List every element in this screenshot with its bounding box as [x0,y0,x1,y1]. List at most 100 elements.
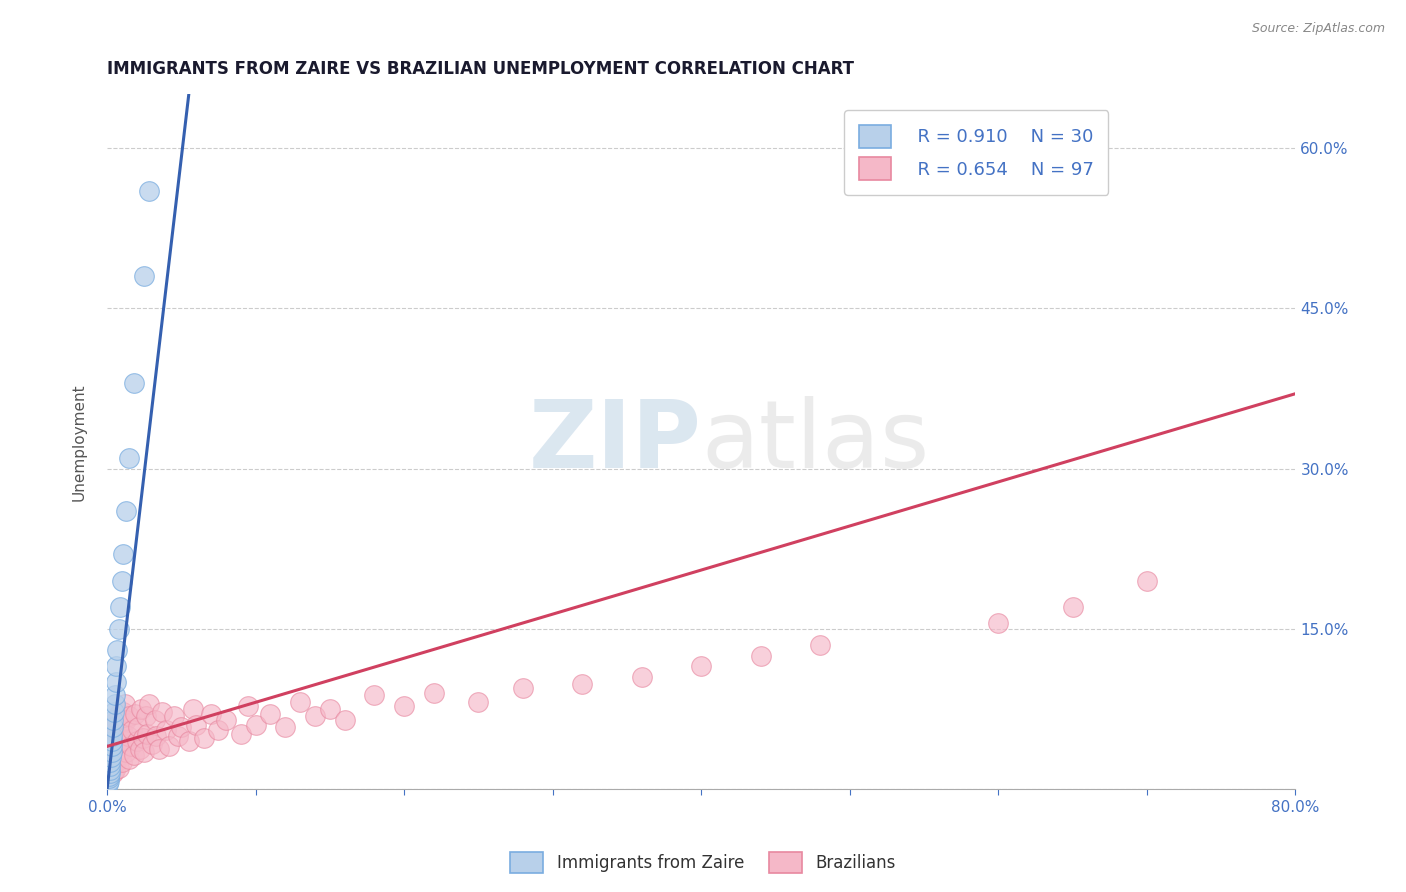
Point [118,752,141,766]
Point [100,745,122,759]
Point [98,763,121,777]
Point [138,184,160,198]
Legend: Immigrants from Zaire, Brazilians: Immigrants from Zaire, Brazilians [503,846,903,880]
Point [115,504,138,518]
Point [107,643,129,657]
Point [98,737,121,751]
Point [181,702,204,716]
Point [122,376,145,390]
Point [141,737,163,751]
Point [150,705,173,719]
Point [987,616,1010,631]
Point [104,756,127,770]
Point [108,707,131,722]
Point [155,723,177,738]
Point [245,718,267,732]
Point [98,758,121,772]
Point [128,741,150,756]
Point [134,745,156,759]
Point [333,713,356,727]
Point [103,763,125,777]
Point [170,720,193,734]
Point [1062,600,1084,615]
Point [111,723,134,738]
Point [97,777,120,791]
Point [98,741,121,756]
Point [107,750,129,764]
Point [100,745,122,759]
Point [114,734,136,748]
Point [207,723,229,738]
Point [100,739,122,754]
Point [107,723,129,738]
Point [98,766,121,780]
Point [101,745,124,759]
Point [148,741,170,756]
Point [101,723,124,738]
Y-axis label: Unemployment: Unemployment [72,383,86,500]
Point [97,773,120,788]
Point [110,600,132,615]
Point [101,739,124,754]
Point [467,694,489,708]
Point [114,697,136,711]
Point [121,723,143,738]
Point [103,747,125,762]
Point [97,772,120,786]
Point [134,269,156,284]
Text: IMMIGRANTS FROM ZAIRE VS BRAZILIAN UNEMPLOYMENT CORRELATION CHART: IMMIGRANTS FROM ZAIRE VS BRAZILIAN UNEMP… [107,60,853,78]
Point [108,761,131,775]
Point [101,720,124,734]
Point [104,675,127,690]
Point [238,698,260,713]
Point [117,729,139,743]
Point [101,766,124,780]
Point [124,707,146,722]
Point [115,745,138,759]
Point [97,756,120,770]
Point [97,752,120,766]
Point [159,739,181,754]
Point [186,718,208,732]
Point [98,769,121,783]
Point [111,574,134,588]
Point [423,686,446,700]
Point [215,713,238,727]
Point [127,720,149,734]
Point [98,756,121,770]
Point [108,734,131,748]
Point [631,670,654,684]
Text: Source: ZipAtlas.com: Source: ZipAtlas.com [1251,22,1385,36]
Text: atlas: atlas [702,396,929,488]
Point [101,752,124,766]
Point [193,731,215,745]
Point [103,713,125,727]
Point [808,638,831,652]
Point [104,737,127,751]
Point [111,756,134,770]
Point [98,758,121,772]
Point [512,681,534,695]
Point [103,688,125,702]
Point [129,702,152,716]
Point [177,734,200,748]
Point [200,707,222,722]
Point [103,705,125,719]
Point [108,622,131,636]
Point [163,709,186,723]
Point [115,713,138,727]
Point [135,709,157,723]
Point [118,450,141,465]
Point [749,648,772,663]
Point [1136,574,1159,588]
Point [122,747,145,762]
Point [104,713,127,727]
Point [98,763,121,777]
Point [132,731,155,745]
Point [101,734,124,748]
Point [97,750,120,764]
Text: ZIP: ZIP [529,396,702,488]
Point [112,741,135,756]
Point [392,698,415,713]
Point [274,720,297,734]
